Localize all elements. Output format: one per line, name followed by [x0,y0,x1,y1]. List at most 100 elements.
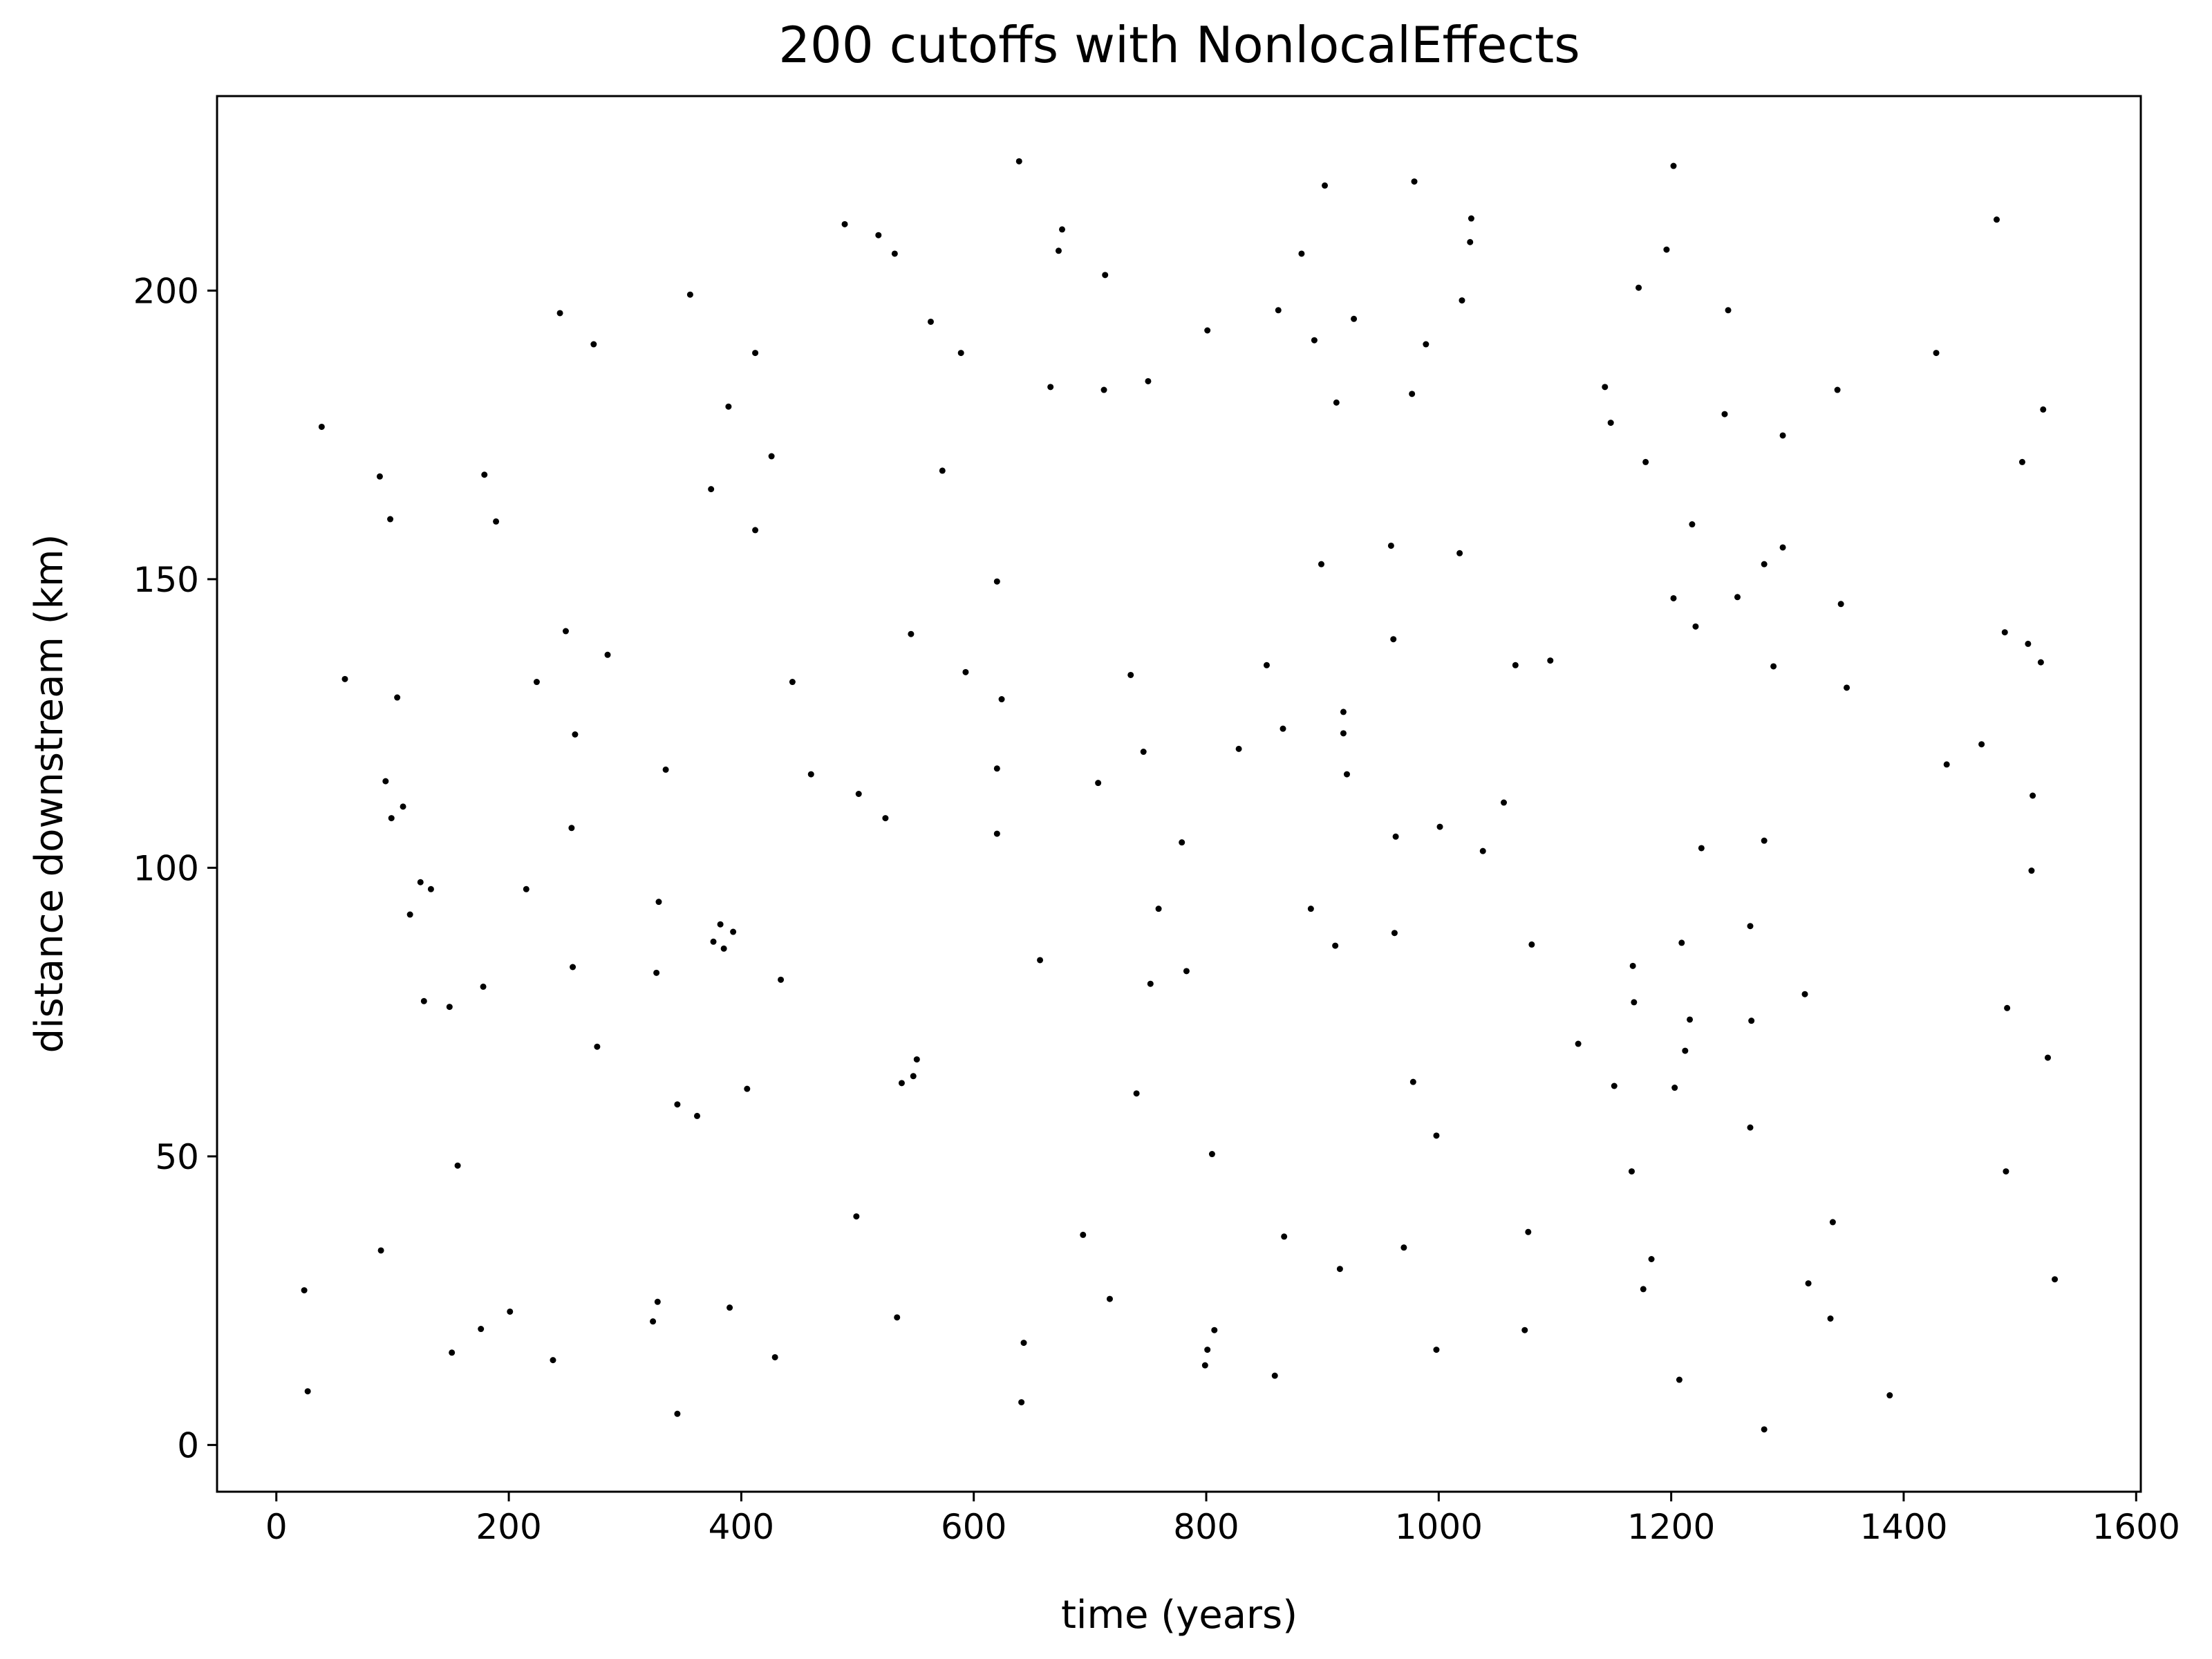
point [957,350,964,357]
point [1263,662,1270,668]
point [1521,1327,1528,1333]
point [1721,411,1728,418]
point [650,1318,657,1325]
x-tick-label: 1400 [1859,1507,1947,1547]
point [1392,833,1399,840]
point [1805,1280,1812,1287]
point [1179,839,1185,846]
point [446,1004,453,1011]
plot-frame [216,95,2142,1493]
point [1400,1244,1407,1251]
point [1611,1082,1618,1089]
point [653,969,660,976]
point [993,830,1000,837]
point [710,938,717,945]
point [789,679,796,686]
point [1628,1168,1635,1175]
point [556,310,563,317]
point [1332,942,1339,949]
point [2018,458,2025,465]
point [898,1080,905,1087]
point [1387,542,1394,549]
point [725,403,732,410]
point [720,945,727,952]
point [382,778,389,785]
point [1748,1018,1755,1024]
point [855,791,862,797]
point [1747,923,1754,930]
point [2028,868,2035,874]
point [1468,215,1474,222]
point [427,885,434,892]
point [590,341,597,348]
point [1409,1078,1416,1085]
point [1409,391,1416,397]
point [478,1326,485,1333]
point [1687,1016,1694,1023]
point [1333,399,1340,406]
point [1055,247,1062,254]
point [1155,906,1162,912]
point [533,679,540,686]
point [1018,1399,1025,1406]
point [1467,238,1474,245]
point [406,911,413,918]
point [1145,377,1152,384]
point [891,250,898,257]
point [318,423,325,430]
point [1837,601,1844,608]
point [1525,1228,1532,1235]
point [1080,1231,1087,1238]
point [1671,1085,1678,1091]
point [2052,1276,2059,1283]
point [998,696,1005,703]
point [1106,1295,1113,1302]
point [1635,284,1642,291]
point [1663,246,1670,253]
x-tick-label: 600 [941,1507,1006,1547]
point [1779,544,1786,551]
point [1770,663,1777,670]
point [377,1247,384,1254]
point [1059,226,1066,233]
point [1322,182,1329,189]
point [1725,307,1732,314]
point [1298,250,1305,257]
point [1978,741,1985,748]
point [771,1353,778,1360]
point [1640,1286,1647,1293]
point [1943,761,1950,768]
point [1602,384,1609,391]
point [1340,730,1347,737]
point [1280,725,1286,732]
point [1204,327,1211,334]
point [1734,594,1741,601]
point [1993,216,2000,223]
point [1479,847,1486,854]
point [1512,662,1519,668]
point [304,1388,311,1395]
point [993,578,1000,585]
point [1307,906,1314,912]
point [2037,659,2044,666]
point [1575,1040,1582,1047]
point [1047,384,1054,391]
point [894,1314,901,1321]
x-tick-label: 800 [1173,1507,1239,1547]
point [655,899,662,906]
point [752,350,759,357]
point [341,675,348,682]
chart-title: 200 cutoffs with NonlocalEffects [778,16,1580,74]
point [1281,1233,1288,1240]
point [1311,337,1318,344]
point [1827,1315,1834,1322]
point [1015,158,1022,165]
point [1761,1426,1768,1433]
point [1351,315,1358,322]
point [674,1101,681,1108]
point [1682,1047,1689,1054]
point [387,516,394,523]
point [727,1304,733,1311]
